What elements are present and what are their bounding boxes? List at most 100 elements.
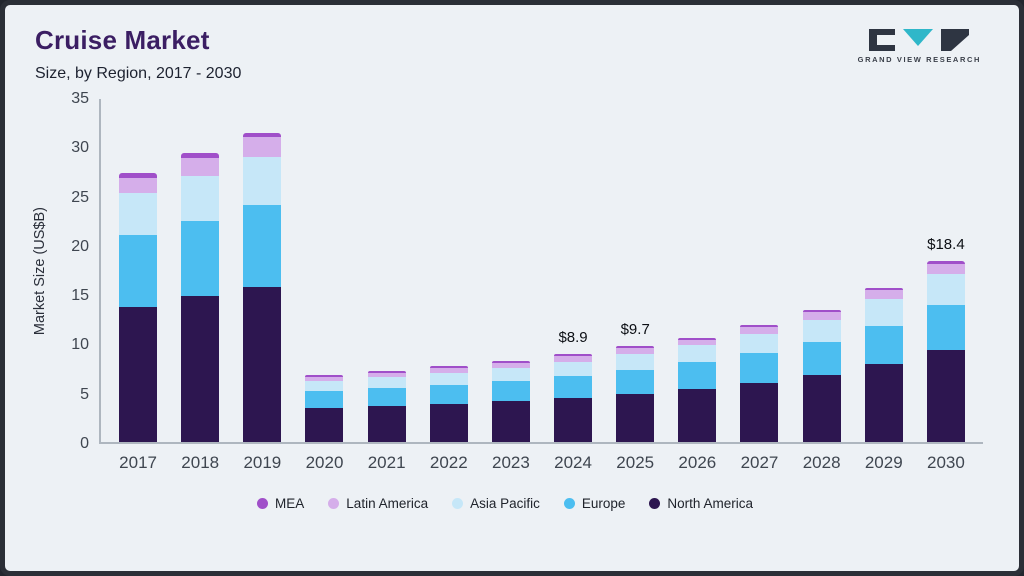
bar-2018: 2018	[169, 99, 231, 472]
bar-stack-2026	[678, 337, 717, 442]
north-america-segment	[802, 375, 841, 442]
north-america-segment	[429, 403, 468, 442]
legend-dot-asia-pacific	[452, 498, 464, 509]
header: Cruise Market Size, by Region, 2017 - 20…	[5, 5, 1019, 83]
mea-segment	[864, 288, 903, 291]
latin-america-segment	[305, 376, 344, 381]
latin-america-segment	[926, 263, 965, 274]
mea-segment	[429, 366, 468, 369]
data-label-2030: $18.4	[927, 235, 965, 253]
x-tick-2025: 2025	[616, 453, 655, 472]
bar-2023: 2023	[480, 99, 542, 472]
page-title: Cruise Market	[35, 25, 210, 55]
y-tick-5: 5	[80, 385, 89, 403]
mea-segment	[678, 337, 717, 340]
latin-america-segment	[367, 373, 406, 378]
mea-segment	[181, 153, 220, 159]
y-tick-30: 30	[71, 139, 89, 157]
legend-label-latin-america: Latin America	[346, 496, 429, 511]
europe-segment	[305, 390, 344, 408]
europe-segment	[181, 221, 220, 297]
north-america-segment	[740, 382, 779, 442]
asia-pacific-segment	[429, 373, 468, 385]
asia-pacific-segment	[926, 273, 965, 306]
y-axis: 0 5 10 15 20 25 30 35	[53, 90, 99, 452]
north-america-segment	[243, 287, 282, 442]
bar-stack-2018	[181, 153, 220, 442]
bar-2019: 2019	[231, 99, 293, 472]
legend-dot-north-america	[649, 498, 661, 509]
europe-segment	[429, 384, 468, 404]
legend-item-asia-pacific: Asia Pacific	[452, 496, 540, 511]
legend-label-mea: MEA	[275, 496, 305, 511]
bar-2029: 2029	[853, 99, 915, 472]
bar-stack-2023	[491, 361, 530, 442]
data-label-2025: $9.7	[620, 321, 650, 339]
europe-segment	[367, 387, 406, 406]
legend: MEA Latin America Asia Pacific Europe North …	[27, 496, 983, 511]
asia-pacific-segment	[678, 345, 717, 363]
asia-pacific-segment	[740, 333, 779, 354]
latin-america-segment	[119, 177, 158, 193]
x-tick-2024: 2024	[554, 453, 592, 472]
data-label-2024: $8.9	[558, 329, 588, 347]
x-tick-2030: 2030	[926, 453, 965, 472]
bar-stack-2021	[367, 371, 406, 442]
asia-pacific-segment	[554, 362, 593, 376]
bar-2030: $18.4 2030	[915, 99, 977, 472]
mea-segment	[491, 361, 530, 364]
north-america-segment	[926, 350, 965, 442]
x-tick-2021: 2021	[367, 453, 406, 472]
north-america-segment	[119, 307, 158, 442]
bar-2021: 2021	[356, 99, 418, 472]
latin-america-segment	[554, 356, 593, 363]
north-america-segment	[305, 407, 344, 442]
chart: Market Size (US$B) 0 5 10 15 20 25 30 35 2017 20…	[27, 90, 983, 511]
legend-label-north-america: North America	[667, 496, 753, 511]
bar-2028: 2028	[791, 99, 853, 472]
bar-2022: 2022	[418, 99, 480, 472]
legend-dot-mea	[257, 498, 269, 509]
north-america-segment	[367, 405, 406, 442]
north-america-segment	[491, 400, 530, 442]
x-tick-2018: 2018	[181, 453, 220, 472]
latin-america-segment	[616, 348, 655, 355]
latin-america-segment	[678, 339, 717, 346]
mea-segment	[554, 354, 593, 357]
europe-segment	[119, 235, 158, 307]
y-tick-25: 25	[71, 188, 89, 206]
europe-segment	[491, 380, 530, 401]
plot-area: 2017 2018 2019 2020 2021 2022 2023 $8.9 2024 $9.7…	[99, 99, 983, 472]
north-america-segment	[678, 388, 717, 442]
asia-pacific-segment	[864, 299, 903, 326]
x-tick-2017: 2017	[119, 453, 157, 472]
bar-stack-2020	[305, 374, 344, 442]
mea-segment	[305, 374, 344, 377]
legend-item-europe: Europe	[563, 496, 625, 511]
asia-pacific-segment	[802, 319, 841, 342]
x-tick-2027: 2027	[740, 453, 779, 472]
north-america-segment	[181, 296, 220, 442]
x-tick-2029: 2029	[864, 453, 903, 472]
bar-stack-2017	[119, 172, 158, 442]
mea-segment	[616, 346, 655, 349]
bar-2027: 2027	[728, 99, 790, 472]
europe-segment	[926, 305, 965, 351]
legend-item-north-america: North America	[649, 496, 753, 511]
bar-2024: $8.9 2024	[542, 99, 604, 472]
mea-segment	[119, 172, 158, 178]
y-tick-20: 20	[71, 237, 89, 255]
x-tick-2023: 2023	[492, 453, 530, 472]
legend-label-asia-pacific: Asia Pacific	[470, 496, 540, 511]
bar-stack-2024	[554, 354, 593, 442]
europe-segment	[554, 375, 593, 398]
y-tick-0: 0	[80, 435, 89, 452]
bar-2017: 2017	[107, 99, 169, 472]
bar-2025: $9.7 2025	[604, 99, 666, 472]
latin-america-segment	[243, 137, 282, 158]
y-tick-15: 15	[71, 287, 89, 305]
europe-segment	[678, 362, 717, 389]
legend-item-mea: MEA	[257, 496, 304, 511]
y-axis-label: Market Size (US$B)	[32, 207, 48, 336]
